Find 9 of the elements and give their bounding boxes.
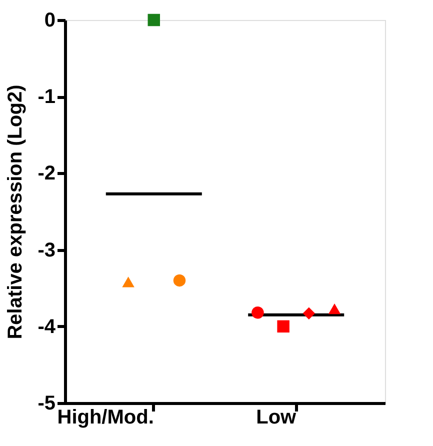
x-tick-label: High/Mod.	[57, 406, 154, 428]
x-tick-label: Low	[256, 406, 297, 428]
y-axis-title: Relative expression (Log2)	[4, 84, 27, 340]
y-tick-label: 0	[44, 10, 56, 32]
y-tick-label: -1	[38, 86, 56, 108]
y-tick-label: -4	[38, 316, 56, 338]
y-tick-label: -5	[38, 392, 56, 414]
y-tick-label: -3	[38, 239, 56, 262]
y-tick-label: -2	[38, 162, 56, 185]
